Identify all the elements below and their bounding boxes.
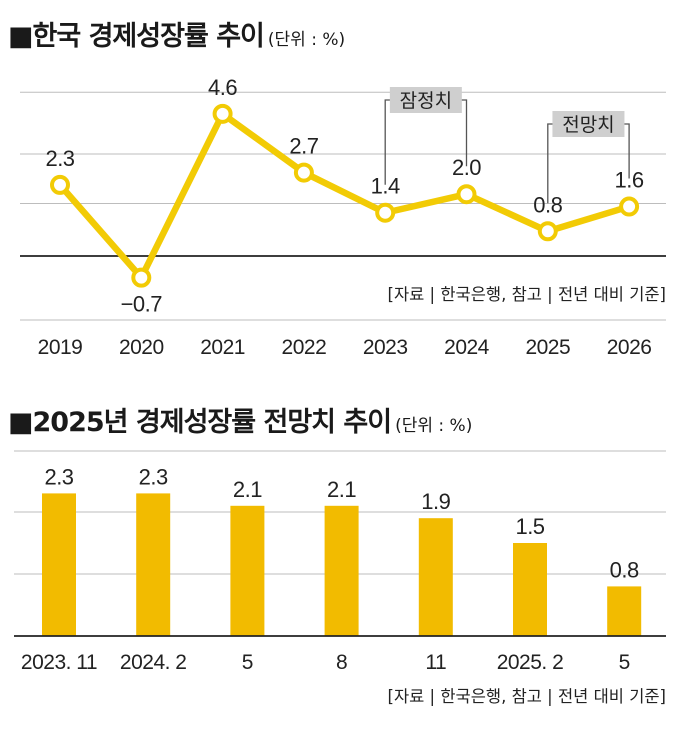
line-data-point xyxy=(50,174,70,195)
bar-data-label: 2.3 xyxy=(44,464,73,489)
bar xyxy=(136,493,171,636)
bar xyxy=(513,543,547,636)
bar-x-tick-label: 11 xyxy=(425,651,446,674)
line-data-label: 1.4 xyxy=(371,174,400,199)
line-x-tick-label: 2025 xyxy=(525,336,570,359)
bar xyxy=(607,586,642,636)
line-x-tick-label: 2019 xyxy=(38,336,83,359)
annotation-label-box xyxy=(552,111,625,137)
bar-x-tick-label: 2025. 2 xyxy=(497,651,564,674)
bar-x-tick-label: 2023. 11 xyxy=(21,651,97,674)
bar-data-label: 2.3 xyxy=(139,464,168,489)
line-x-tick-label: 2026 xyxy=(607,336,652,359)
bar-data-label: 1.9 xyxy=(421,489,450,514)
annotation-label-box xyxy=(389,87,462,113)
bar-chart-source: [자료 | 한국은행, 참고 | 전년 대비 기준] xyxy=(388,687,666,706)
line-series xyxy=(56,110,633,281)
bar-data-label: 2.1 xyxy=(233,477,262,502)
bar xyxy=(42,493,76,636)
line-data-point xyxy=(619,196,640,217)
line-x-tick-label: 2024 xyxy=(444,336,490,359)
line-data-point xyxy=(537,221,558,242)
line-data-label: 2.3 xyxy=(45,146,74,171)
line-data-label: 4.6 xyxy=(208,75,237,100)
bar xyxy=(230,505,265,636)
line-chart-source: [자료 | 한국은행, 참고 | 전년 대비 기준] xyxy=(388,285,666,304)
bar-data-label: 1.5 xyxy=(515,514,544,539)
bar-x-tick-label: 8 xyxy=(336,651,347,674)
annotation-label: 잠정치 xyxy=(400,90,452,112)
bar-x-tick-label: 2024. 2 xyxy=(120,651,187,674)
annotation-label: 전망치 xyxy=(562,114,614,136)
bar-data-label: 0.8 xyxy=(610,557,639,582)
line-x-tick-label: 2022 xyxy=(282,336,327,359)
line-data-point xyxy=(212,103,233,124)
line-chart-title: ■한국 경제성장률 추이 (단위 : %) xyxy=(8,21,346,52)
line-chart-unit: (단위 : %) xyxy=(267,30,346,50)
bar-x-tick-label: 5 xyxy=(242,651,253,674)
line-x-tick-label: 2021 xyxy=(200,336,245,359)
line-data-label: 2.7 xyxy=(289,134,318,159)
bar xyxy=(418,518,453,636)
line-x-tick-label: 2020 xyxy=(119,336,164,359)
line-data-label: −0.7 xyxy=(121,292,163,317)
line-data-label: 0.8 xyxy=(533,192,562,217)
bar-x-tick-label: 5 xyxy=(619,651,630,674)
line-data-label: 2.0 xyxy=(452,155,481,180)
line-data-label: 1.6 xyxy=(615,168,644,193)
bar xyxy=(324,505,359,636)
line-data-point xyxy=(456,184,477,205)
line-data-point xyxy=(375,202,396,223)
bar-chart-unit: (단위 : %) xyxy=(395,416,473,436)
line-data-point xyxy=(131,267,152,288)
bar-data-label: 2.1 xyxy=(327,477,356,502)
line-x-tick-label: 2023 xyxy=(363,336,408,359)
line-data-point xyxy=(293,162,314,183)
bar-chart-title: ■2025년 경제성장률 전망치 추이 (단위 : %) xyxy=(8,407,473,438)
